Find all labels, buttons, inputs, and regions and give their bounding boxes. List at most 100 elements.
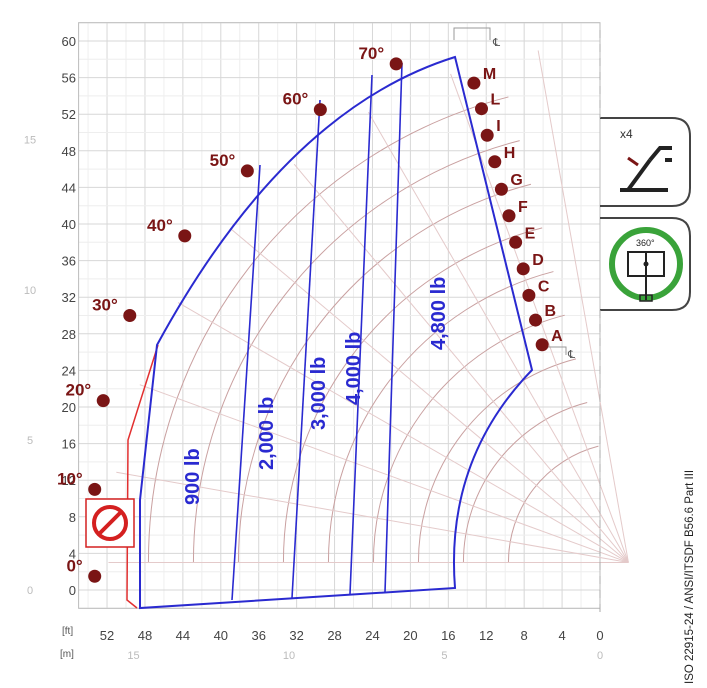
load-envelope — [139, 55, 534, 610]
capacity-label-4800: 4,800 lb — [428, 277, 450, 350]
boom-radius-arc — [147, 96, 509, 563]
boom-arcs — [108, 50, 629, 564]
angle-label: 10° — [57, 469, 83, 488]
outrigger-panel-frame — [600, 117, 691, 207]
y-tick-label: 20 — [62, 400, 76, 415]
y-tick-label: 8 — [69, 510, 76, 525]
extension-label: C — [538, 278, 550, 295]
x-tick-label-m: 0 — [597, 650, 603, 662]
extension-label: I — [496, 118, 500, 135]
boom-radius-arc — [372, 314, 565, 563]
x-tick-label-m: 15 — [127, 650, 139, 662]
outrigger-panel: x4 — [600, 117, 691, 207]
x-unit-ft-label: [ft] — [62, 626, 73, 637]
capacity-label-900: 900 lb — [182, 448, 204, 505]
extension-dot — [516, 262, 530, 276]
metric-ticks: 15 10 5 0 15 10 5 0 — [24, 135, 603, 662]
grid — [78, 22, 601, 609]
y-tick-label: 28 — [62, 327, 76, 342]
angle-label: 20° — [66, 381, 92, 400]
x-tick-label: 28 — [327, 628, 341, 643]
boom-radius-arc — [282, 227, 543, 563]
extension-label: F — [518, 199, 528, 216]
x-tick-label: 12 — [479, 628, 493, 643]
angle-dot — [389, 57, 403, 71]
boom-radius-arc — [462, 402, 588, 563]
capacity-labels: 900 lb 2,000 lb 3,000 lb 4,000 lb 4,800 … — [182, 277, 450, 505]
extension-dot — [502, 209, 516, 223]
boom-angle-line — [177, 302, 629, 563]
angle-dot — [178, 229, 192, 243]
extension-label: L — [491, 92, 501, 109]
y-tick-label: 44 — [62, 180, 76, 195]
boom-radius-arc — [237, 183, 532, 563]
angle-dot — [123, 309, 137, 322]
x-tick-label: 44 — [176, 628, 190, 643]
extension-dot — [467, 76, 481, 90]
rotation-panel-frame — [600, 217, 691, 311]
angle-dot — [240, 164, 254, 178]
svg-text:℄: ℄ — [492, 36, 500, 49]
extension-label: D — [532, 252, 544, 269]
y-tick-label: 4 — [69, 546, 76, 561]
extension-dot — [488, 155, 502, 169]
boom-angle-line — [116, 471, 629, 564]
outrigger-down-icon — [620, 146, 672, 192]
capacity-label-2000: 2,000 lb — [256, 397, 278, 470]
extension-label: A — [551, 328, 563, 345]
x-tick-label: 32 — [289, 628, 303, 643]
extension-dot — [509, 235, 523, 249]
no-load-zone-sign — [85, 498, 135, 548]
rotation-label: 360° — [636, 238, 655, 248]
stabilized-360-icon — [609, 227, 683, 302]
boom-angle-line — [368, 111, 629, 563]
boom-angle-line — [139, 384, 629, 564]
y-tick-label: 0 — [69, 583, 76, 598]
y-tick-label: 24 — [62, 363, 76, 378]
x-unit-m-label: [m] — [60, 649, 74, 660]
y-tick-label-m: 5 — [27, 435, 33, 447]
angle-label: 0° — [66, 556, 82, 575]
y-tick-label: 40 — [62, 217, 76, 232]
y-tick-label: 32 — [62, 290, 76, 305]
extension-dot — [522, 288, 536, 302]
x-tick-label: 36 — [251, 628, 265, 643]
x-tick-label: 40 — [214, 628, 228, 643]
y-tick-label: 60 — [62, 34, 76, 49]
x-tick-label: 0 — [596, 628, 603, 643]
capacity-label-4000: 4,000 lb — [343, 332, 365, 405]
outrigger-multiplier: x4 — [620, 127, 633, 141]
x-tick-label: 4 — [558, 628, 565, 643]
extension-label: B — [545, 303, 557, 320]
angle-label: 70° — [358, 44, 384, 63]
extension-label: E — [525, 225, 536, 242]
prohibited-icon — [92, 505, 128, 541]
y-tick-label: 12 — [62, 473, 76, 488]
x-tick-label: 48 — [138, 628, 152, 643]
extension-label: H — [504, 145, 516, 162]
y-tick-label: 16 — [62, 437, 76, 452]
angle-label: 60° — [283, 90, 309, 109]
angle-dot — [88, 482, 102, 496]
angle-dot — [88, 569, 102, 583]
y-tick-label: 56 — [62, 71, 76, 86]
x-tick-label: 20 — [403, 628, 417, 643]
angle-dot — [313, 103, 327, 117]
extension-label: G — [510, 172, 522, 189]
y-tick-label: 48 — [62, 144, 76, 159]
x-tick-label: 52 — [100, 628, 114, 643]
extension-dot — [535, 338, 549, 352]
extension-dot — [494, 182, 508, 196]
capacity-label-3000: 3,000 lb — [308, 357, 330, 430]
rotation-panel: 360° — [600, 217, 691, 311]
centerline-right-marker: ℄ — [540, 346, 575, 361]
boom-radius-arc — [507, 445, 599, 563]
y-tick-label: 52 — [62, 107, 76, 122]
extension-label: M — [483, 66, 496, 83]
boom-radius-arc — [417, 358, 577, 563]
angle-markers: 70° 60° 50° 40° 30° 20° 10° 0° — [57, 44, 403, 583]
x-axis-ticks: 52 48 44 40 36 32 28 24 20 16 12 8 4 0 — [100, 628, 604, 643]
